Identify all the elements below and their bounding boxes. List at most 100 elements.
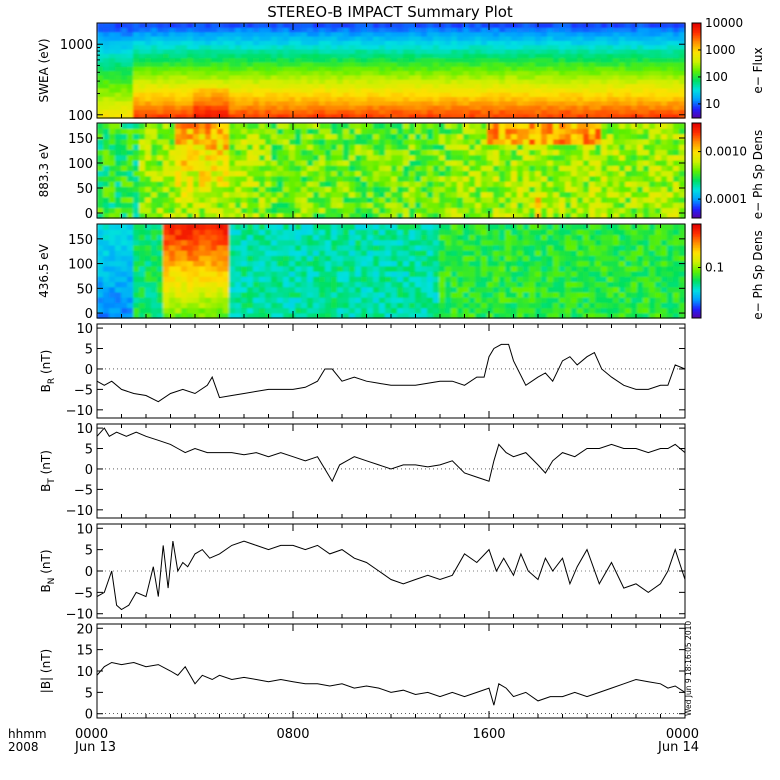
heat-cell [349, 138, 356, 145]
heat-cell [211, 260, 218, 267]
heat-cell [493, 159, 500, 166]
heat-cell [499, 48, 506, 54]
heat-cell [499, 186, 506, 193]
heat-cell [217, 191, 224, 198]
colorbar-band [692, 126, 701, 129]
heat-cell [487, 35, 494, 41]
heat-cell [655, 31, 662, 37]
heat-cell [397, 92, 404, 98]
heat-cell [115, 286, 122, 293]
heat-cell [109, 291, 116, 298]
heat-cell [289, 202, 296, 209]
heat-cell [361, 207, 368, 214]
heat-cell [535, 159, 542, 166]
heat-cell [151, 105, 158, 110]
heat-cell [385, 74, 392, 80]
heat-cell [97, 133, 104, 140]
heat-cell [109, 79, 116, 85]
heat-cell [289, 133, 296, 140]
heat-cell [205, 70, 212, 76]
heat-cell [667, 170, 674, 177]
heat-cell [391, 100, 398, 106]
heat-cell [241, 255, 248, 262]
heat-cell [313, 149, 320, 156]
heat-cell [373, 165, 380, 172]
heat-cell [589, 61, 596, 67]
heat-cell [607, 196, 614, 203]
heat-cell [565, 48, 572, 54]
heat-cell [409, 83, 416, 89]
heat-cell [319, 83, 326, 89]
heat-cell [487, 109, 494, 115]
heat-cell [205, 191, 212, 198]
heat-cell [127, 31, 134, 37]
heat-cell [193, 87, 200, 93]
heat-cell [205, 297, 212, 303]
heat-cell [283, 144, 290, 150]
heat-cell [511, 105, 518, 110]
heat-cell [121, 79, 128, 85]
heat-cell [223, 224, 230, 230]
heat-cell [145, 48, 152, 54]
heat-cell [199, 79, 206, 85]
heat-cell [409, 159, 416, 166]
heat-cell [211, 276, 218, 283]
heat-cell [295, 128, 302, 135]
heat-cell [457, 149, 464, 156]
heat-cell [403, 40, 410, 46]
heat-cell [265, 133, 272, 140]
heat-cell [391, 109, 398, 115]
heat-cell [325, 149, 332, 156]
heat-cell [583, 212, 590, 219]
heat-cell [487, 79, 494, 85]
heat-cell [253, 265, 260, 272]
heat-cell [229, 281, 236, 288]
heat-cell [121, 250, 128, 256]
heat-cell [283, 96, 290, 102]
heat-cell [445, 44, 452, 50]
heat-cell [511, 100, 518, 106]
colorbar-band [692, 81, 701, 84]
heat-cell [139, 96, 146, 102]
heat-cell [313, 128, 320, 135]
heat-cell [271, 250, 278, 256]
heat-cell [259, 312, 266, 319]
heat-cell [217, 44, 224, 50]
heat-cell [655, 57, 662, 63]
heat-cell [217, 244, 224, 251]
heat-cell [283, 255, 290, 262]
heat-cell [313, 66, 320, 72]
heat-cell [229, 128, 236, 135]
heat-cell [607, 87, 614, 93]
heat-cell [595, 66, 602, 72]
heat-cell [565, 149, 572, 156]
heat-cell [373, 128, 380, 135]
heat-cell [547, 165, 554, 172]
heat-cell [583, 31, 590, 37]
heat-cell [481, 27, 488, 33]
heat-cell [379, 191, 386, 198]
heat-cell [229, 96, 236, 102]
heat-cell [265, 165, 272, 172]
heat-cell [397, 154, 404, 161]
heat-cell [631, 87, 638, 93]
heat-cell [97, 123, 104, 129]
heat-cell [433, 159, 440, 166]
heat-cell [295, 53, 302, 59]
heat-cell [253, 44, 260, 50]
heat-cell [493, 96, 500, 102]
heat-cell [421, 96, 428, 102]
heat-cell [307, 128, 314, 135]
heat-cell [175, 165, 182, 172]
heat-cell [553, 144, 560, 150]
heat-cell [379, 113, 386, 119]
heat-cell [103, 302, 110, 309]
heat-cell [241, 53, 248, 59]
heat-cell [589, 207, 596, 214]
heat-cell [433, 87, 440, 93]
heat-cell [235, 66, 242, 72]
heat-cell [271, 234, 278, 241]
heat-cell [499, 154, 506, 161]
heat-cell [127, 229, 134, 236]
